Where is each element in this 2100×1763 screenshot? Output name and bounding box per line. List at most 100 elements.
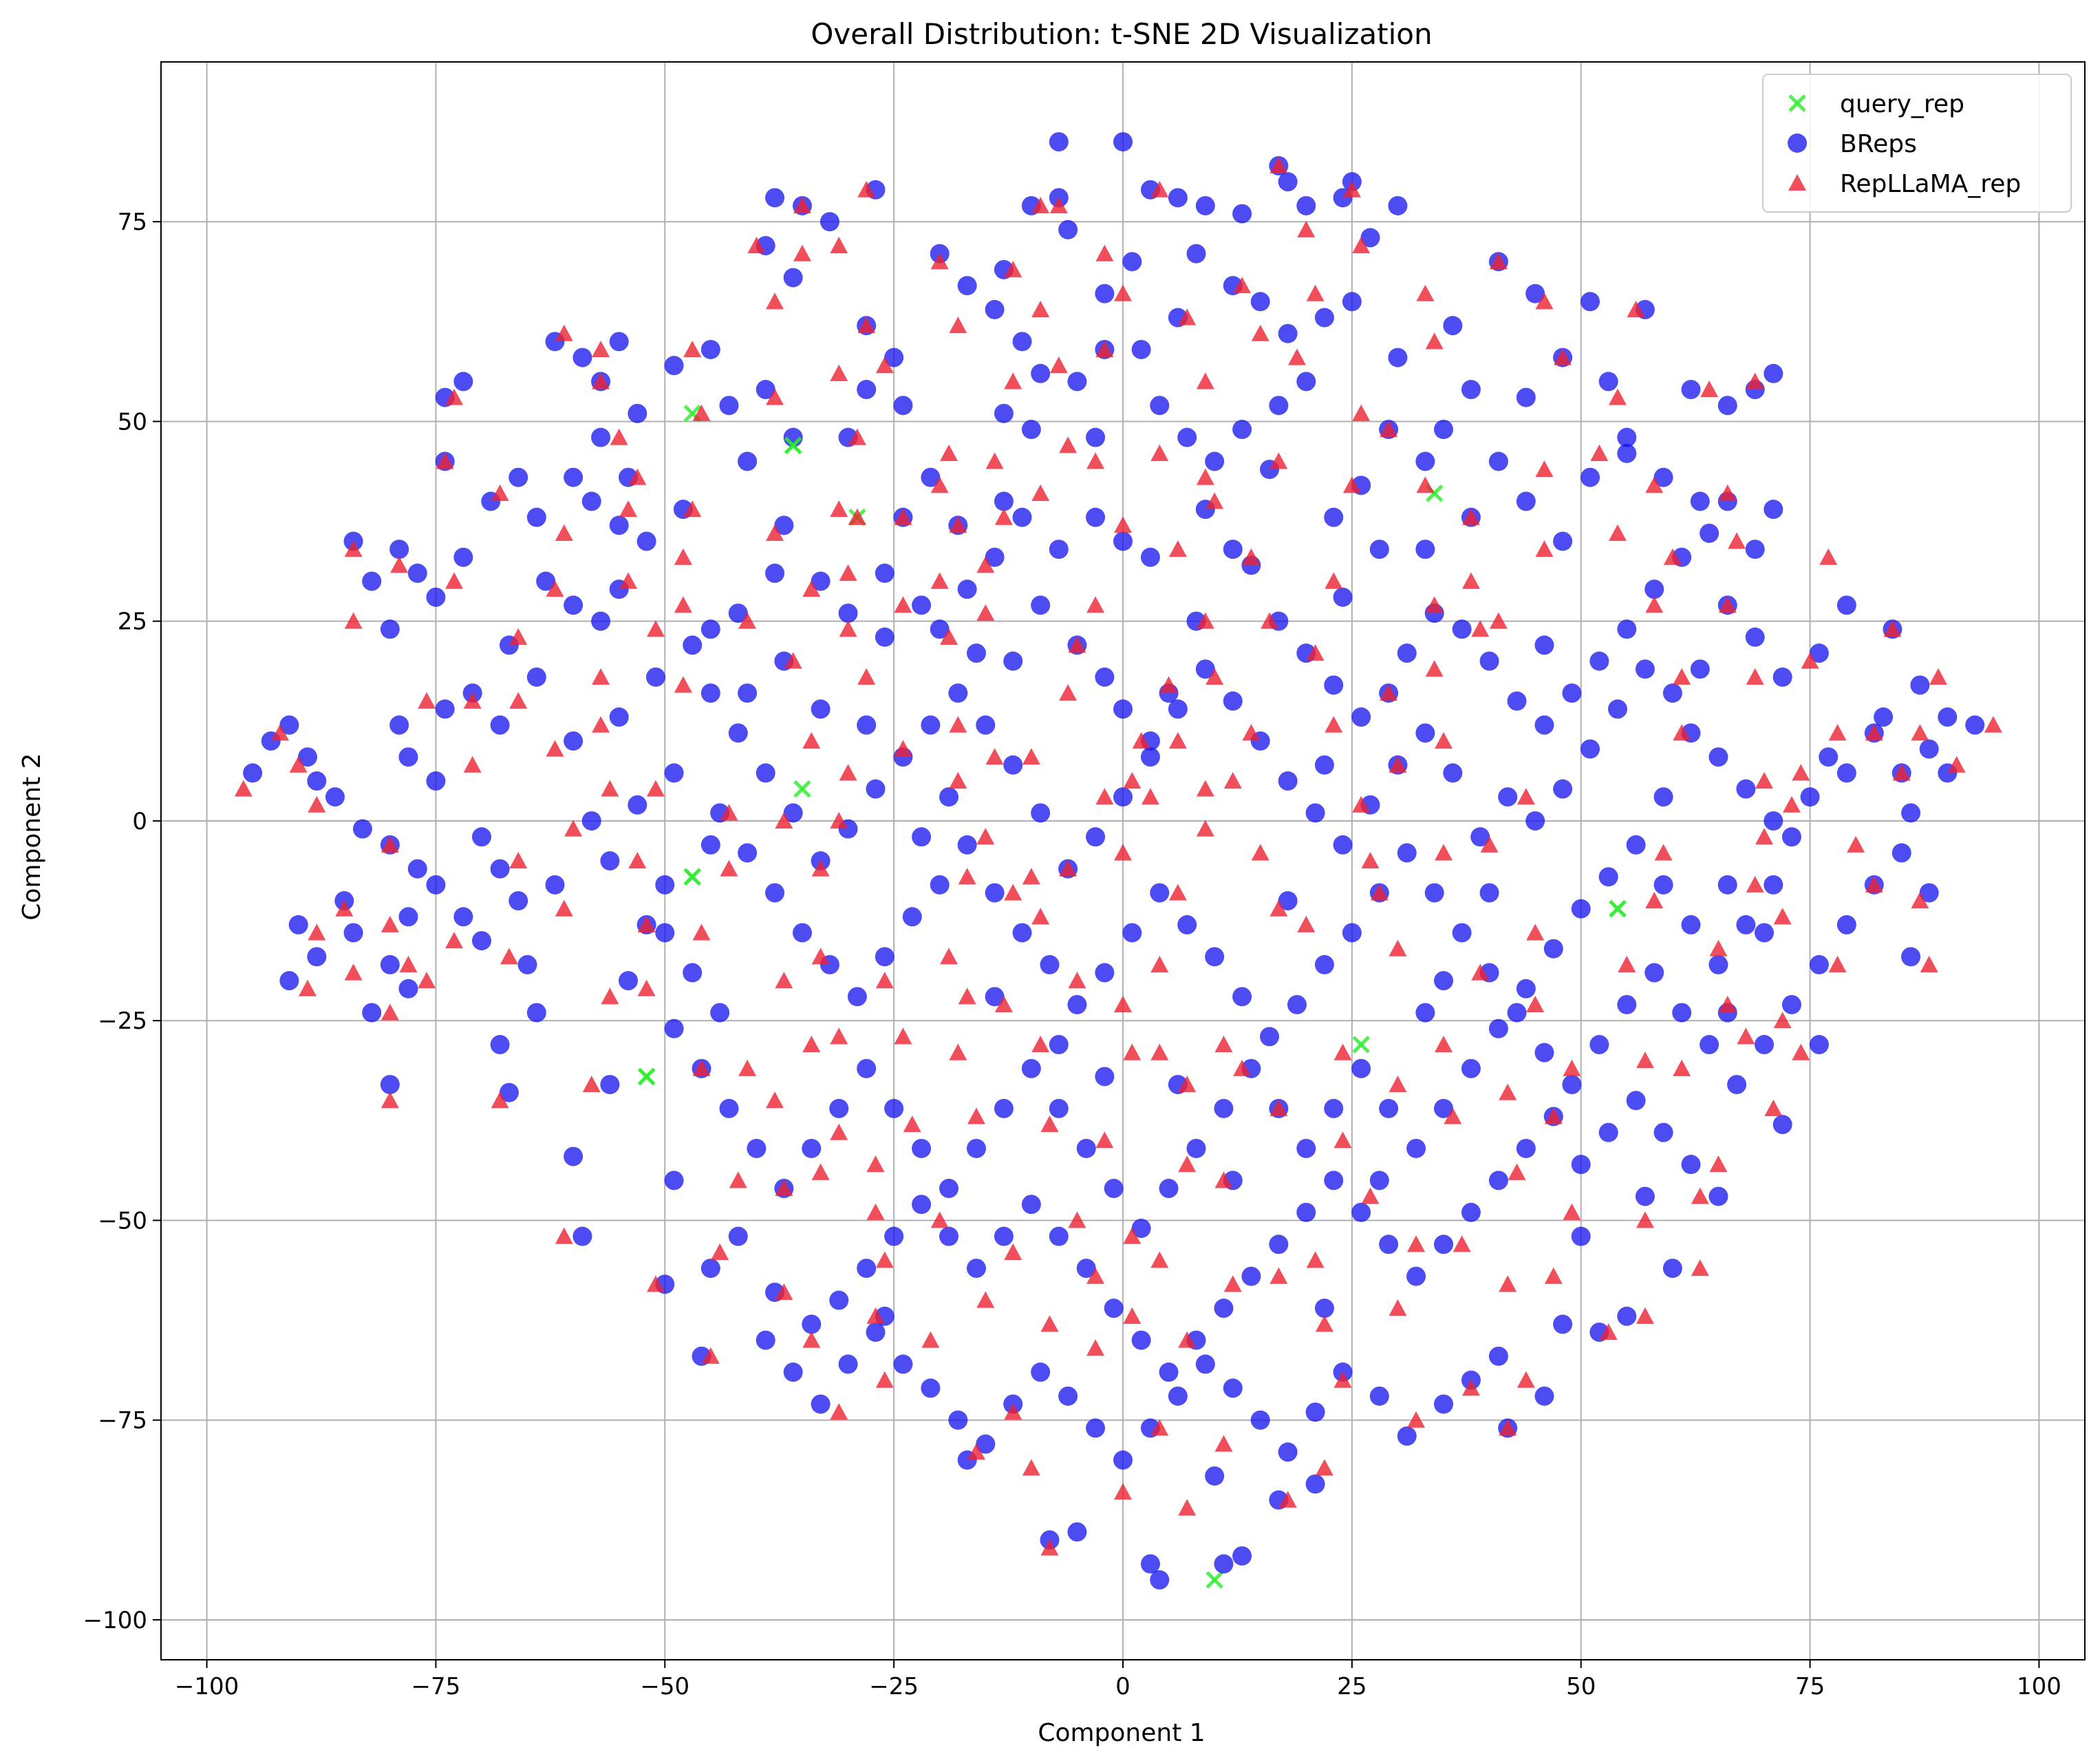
point-repllama-rep: [976, 1291, 995, 1308]
point-breps: [811, 699, 831, 719]
point-repllama-rep: [1031, 300, 1050, 317]
data-points: [234, 132, 2002, 1590]
point-breps: [1644, 963, 1664, 983]
point-breps: [710, 1003, 730, 1023]
x-axis-title: Component 1: [1038, 1719, 1205, 1747]
point-breps: [1150, 1570, 1170, 1590]
point-breps: [564, 467, 583, 487]
point-breps: [783, 1363, 803, 1382]
point-repllama-rep: [619, 500, 638, 517]
point-repllama-rep: [921, 1331, 940, 1348]
point-repllama-rep: [1004, 884, 1022, 901]
point-repllama-rep: [1196, 780, 1214, 797]
point-repllama-rep: [381, 1091, 399, 1109]
point-repllama-rep: [766, 292, 784, 310]
point-breps: [875, 627, 894, 647]
point-repllama-rep: [839, 764, 857, 781]
point-breps: [380, 1075, 400, 1095]
point-repllama-rep: [1416, 476, 1435, 493]
point-breps: [288, 915, 308, 934]
point-repllama-rep: [701, 1347, 720, 1364]
point-breps: [875, 564, 894, 584]
point-breps: [1598, 867, 1618, 887]
point-repllama-rep: [930, 253, 949, 270]
point-repllama-rep: [1645, 596, 1664, 613]
point-breps: [884, 348, 904, 367]
point-repllama-rep: [418, 972, 436, 989]
point-repllama-rep: [509, 852, 528, 869]
point-repllama-rep: [793, 244, 811, 261]
point-repllama-rep: [1333, 1371, 1352, 1388]
point-repllama-rep: [994, 995, 1013, 1013]
point-breps: [1452, 619, 1472, 639]
point-breps: [1113, 1450, 1133, 1470]
point-breps: [362, 1003, 382, 1023]
point-breps: [1745, 539, 1765, 559]
point-breps: [976, 1434, 996, 1454]
point-breps: [508, 891, 528, 911]
point-breps: [517, 954, 537, 974]
point-repllama-rep: [1444, 1107, 1462, 1124]
point-repllama-rep: [1755, 828, 1773, 845]
point-repllama-rep: [1517, 1371, 1535, 1388]
point-breps: [985, 547, 1005, 567]
point-repllama-rep: [1251, 844, 1269, 861]
point-repllama-rep: [738, 612, 757, 629]
point-breps: [1938, 707, 1958, 727]
chart-title: Overall Distribution: t-SNE 2D Visualiza…: [811, 17, 1432, 51]
point-repllama-rep: [949, 516, 967, 533]
point-breps: [948, 683, 968, 703]
point-repllama-rep: [830, 1123, 848, 1140]
point-breps: [994, 1098, 1014, 1118]
point-breps: [1086, 507, 1106, 527]
point-breps: [499, 1082, 519, 1102]
point-breps: [1607, 699, 1627, 719]
point-breps: [756, 763, 775, 783]
point-breps: [1314, 954, 1334, 974]
point-repllama-rep: [1407, 1411, 1426, 1428]
point-repllama-rep: [1297, 220, 1316, 237]
point-breps: [783, 803, 803, 823]
point-breps: [1919, 883, 1939, 903]
point-repllama-rep: [839, 620, 857, 637]
x-tick-label: 100: [2017, 1673, 2061, 1700]
point-repllama-rep: [1746, 372, 1764, 389]
point-breps: [957, 276, 977, 296]
point-breps: [1140, 1554, 1160, 1574]
point-repllama-rep: [1828, 724, 1847, 741]
point-breps: [389, 539, 409, 559]
point-breps: [930, 619, 950, 639]
point-breps: [948, 1410, 968, 1430]
point-breps: [1690, 659, 1710, 679]
point-breps: [472, 827, 491, 847]
point-breps: [1919, 739, 1939, 759]
point-breps: [1195, 659, 1215, 679]
legend-label: query_rep: [1840, 90, 1964, 118]
y-tick-label: −100: [83, 1607, 147, 1634]
point-repllama-rep: [399, 955, 418, 972]
point-repllama-rep: [1261, 612, 1279, 629]
point-breps: [1434, 1235, 1453, 1254]
point-breps: [1809, 1035, 1829, 1055]
point-breps: [1324, 1098, 1344, 1118]
point-repllama-rep: [949, 716, 967, 733]
point-repllama-rep: [784, 652, 802, 669]
point-breps: [1434, 1098, 1453, 1118]
point-breps: [719, 1098, 739, 1118]
point-breps: [645, 667, 665, 687]
point-repllama-rep: [1461, 508, 1480, 525]
point-breps: [1159, 1363, 1179, 1382]
point-repllama-rep: [1168, 540, 1187, 557]
series-query-rep-top: [637, 436, 1627, 1086]
point-breps: [1764, 875, 1783, 895]
point-breps: [1214, 1098, 1234, 1118]
point-breps: [793, 923, 812, 943]
point-breps: [912, 827, 932, 847]
point-query-rep: [637, 1067, 656, 1086]
point-repllama-rep: [491, 1091, 509, 1109]
point-breps: [1910, 675, 1930, 695]
point-repllama-rep: [1673, 667, 1691, 685]
point-breps: [1626, 835, 1646, 855]
point-repllama-rep: [1608, 388, 1627, 405]
point-breps: [1708, 954, 1728, 974]
